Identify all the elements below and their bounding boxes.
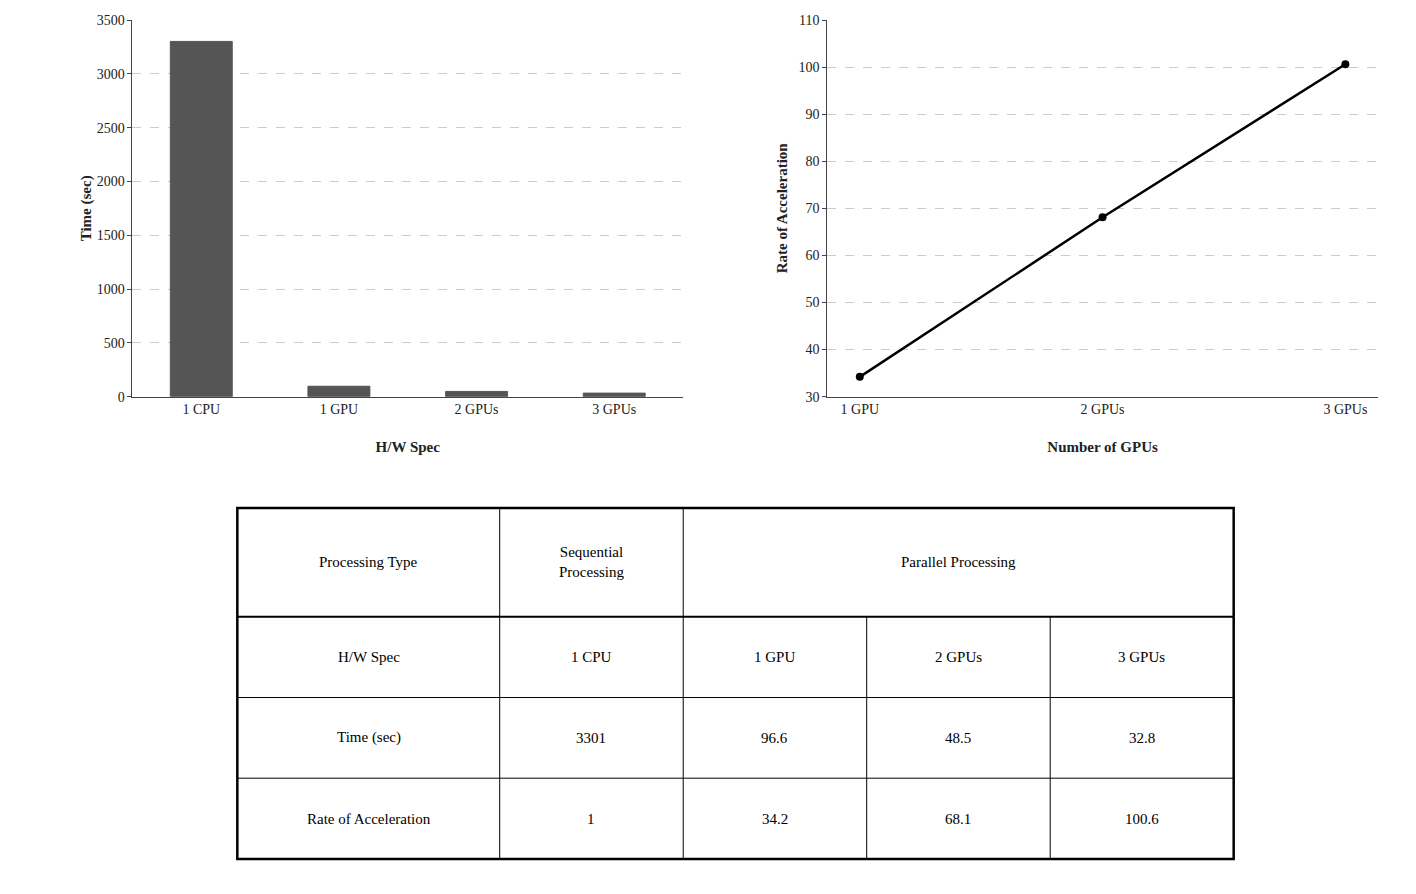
svg-text:Processing Type: Processing Type (319, 554, 418, 570)
svg-text:60: 60 (805, 248, 819, 263)
svg-text:68.1: 68.1 (945, 811, 971, 827)
svg-text:H/W Spec: H/W Spec (338, 649, 400, 665)
svg-text:2 GPUs: 2 GPUs (935, 649, 982, 665)
svg-text:1000: 1000 (97, 282, 125, 297)
svg-text:3301: 3301 (576, 730, 606, 746)
svg-text:90: 90 (805, 107, 819, 122)
svg-text:1500: 1500 (97, 228, 125, 243)
svg-text:1: 1 (587, 811, 595, 827)
svg-text:70: 70 (805, 201, 819, 216)
svg-text:2 GPUs: 2 GPUs (455, 402, 499, 417)
svg-text:3 GPUs: 3 GPUs (1118, 649, 1165, 665)
svg-text:34.2: 34.2 (762, 811, 788, 827)
svg-text:SequentialProcessing: SequentialProcessing (559, 544, 624, 580)
svg-text:H/W Spec: H/W Spec (376, 439, 441, 455)
svg-text:1 GPU: 1 GPU (841, 402, 880, 417)
svg-text:1 CPU: 1 CPU (182, 402, 220, 417)
svg-text:Time (sec): Time (sec) (78, 175, 95, 241)
svg-text:110: 110 (799, 13, 819, 28)
svg-text:1 GPU: 1 GPU (320, 402, 359, 417)
svg-text:Time (sec): Time (sec) (337, 729, 401, 746)
svg-text:40: 40 (805, 342, 819, 357)
svg-text:1 GPU: 1 GPU (754, 649, 795, 665)
svg-text:1 CPU: 1 CPU (571, 649, 612, 665)
svg-text:100: 100 (798, 60, 819, 75)
svg-text:30: 30 (805, 390, 819, 405)
svg-text:100.6: 100.6 (1125, 811, 1159, 827)
svg-text:32.8: 32.8 (1129, 730, 1155, 746)
svg-text:3 GPUs: 3 GPUs (592, 402, 636, 417)
svg-text:48.5: 48.5 (945, 730, 971, 746)
svg-text:Rate of Acceleration: Rate of Acceleration (307, 811, 431, 827)
svg-text:500: 500 (104, 336, 125, 351)
svg-text:2000: 2000 (97, 174, 125, 189)
svg-text:0: 0 (118, 390, 125, 405)
svg-text:2 GPUs: 2 GPUs (1081, 402, 1125, 417)
svg-text:3 GPUs: 3 GPUs (1323, 402, 1367, 417)
svg-text:3500: 3500 (97, 13, 125, 28)
svg-text:2500: 2500 (97, 121, 125, 136)
svg-text:80: 80 (805, 154, 819, 169)
svg-text:3000: 3000 (97, 67, 125, 82)
svg-text:Rate of Acceleration: Rate of Acceleration (774, 143, 790, 274)
svg-text:Parallel Processing: Parallel Processing (901, 554, 1016, 570)
svg-text:96.6: 96.6 (761, 730, 788, 746)
svg-text:50: 50 (805, 295, 819, 310)
svg-text:Number of GPUs: Number of GPUs (1047, 439, 1158, 455)
